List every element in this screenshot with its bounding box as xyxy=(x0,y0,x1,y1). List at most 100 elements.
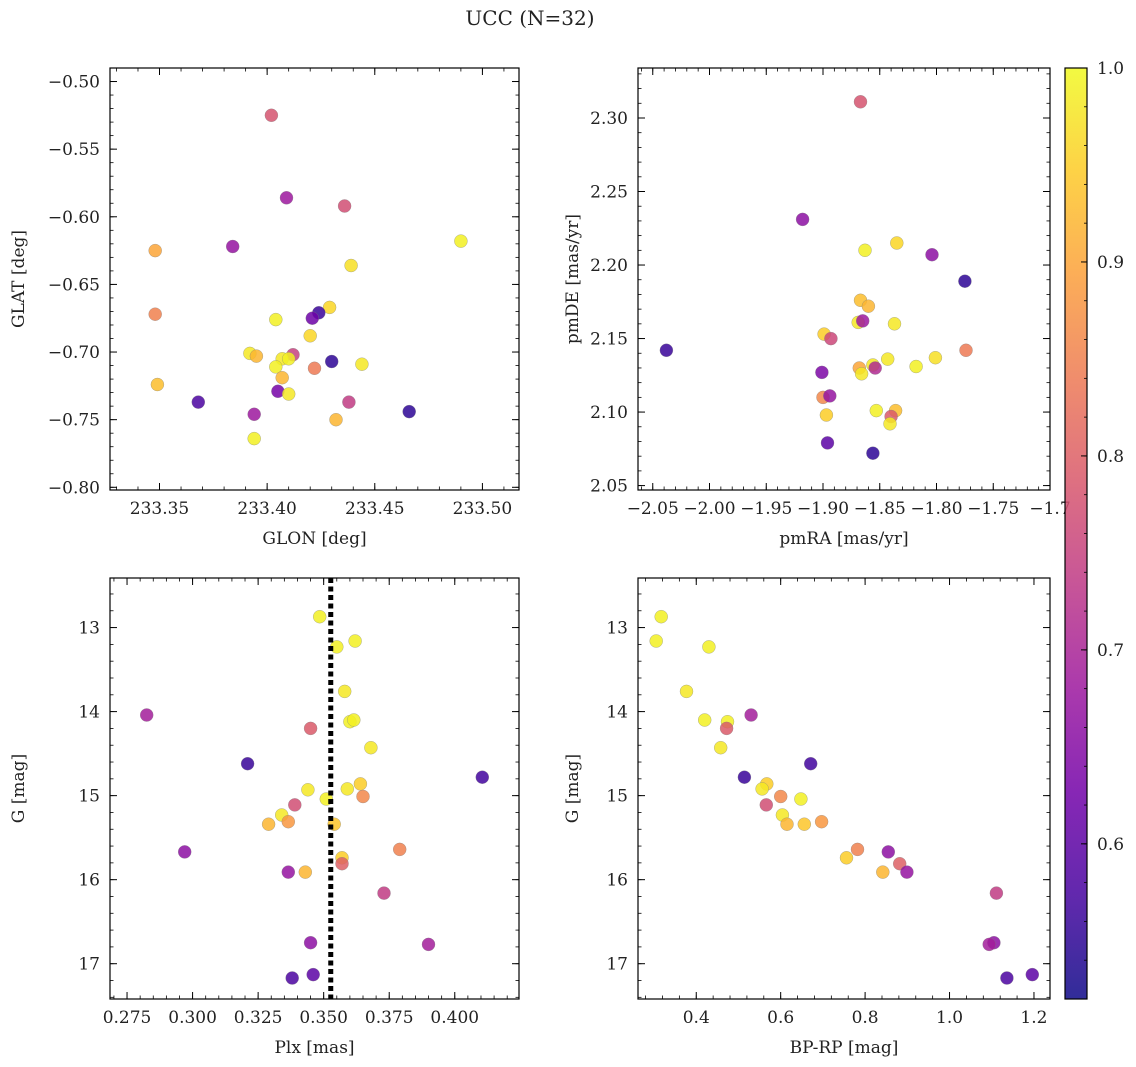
y-tick-label: 17 xyxy=(78,955,100,975)
scatter-point xyxy=(261,817,276,831)
scatter-point xyxy=(337,199,352,213)
scatter-point xyxy=(868,361,882,375)
x-tick-label: 0.275 xyxy=(103,1008,152,1028)
scatter-point xyxy=(861,299,876,313)
scatter-point xyxy=(402,404,416,419)
scatter-point xyxy=(177,845,192,859)
x-tick-label: 0.8 xyxy=(852,1008,879,1028)
scatter-point xyxy=(225,239,240,254)
y-tick-label: 17 xyxy=(606,955,628,975)
scatter-point xyxy=(880,352,895,366)
x-tick-label: 0.4 xyxy=(683,1008,710,1028)
x-axis-label: GLON [deg] xyxy=(262,529,366,549)
x-tick-label: −1.90 xyxy=(797,499,849,519)
scatter-point xyxy=(755,782,769,796)
scatter-point xyxy=(240,756,255,771)
scatter-point xyxy=(377,886,391,900)
scatter-point xyxy=(356,789,370,804)
scatter-point xyxy=(797,817,812,831)
scatter-point xyxy=(303,721,318,736)
scatter-point xyxy=(702,640,716,654)
x-tick-label: 0.300 xyxy=(168,1008,217,1028)
y-tick-label: 2.30 xyxy=(590,109,628,129)
scatter-point xyxy=(281,387,296,401)
x-axis-label: pmRA [mas/yr] xyxy=(779,529,908,549)
scatter-points xyxy=(649,609,1040,985)
scatter-point xyxy=(909,359,923,374)
scatter-point xyxy=(719,721,734,736)
scatter-point xyxy=(795,212,810,227)
y-tick-label: 2.15 xyxy=(590,330,628,350)
y-tick-label: −0.80 xyxy=(48,478,100,498)
scatter-point xyxy=(285,971,299,985)
x-tick-label: 233.50 xyxy=(453,499,512,519)
scatter-point xyxy=(281,352,296,366)
y-axis-label: G [mag] xyxy=(9,754,29,823)
scatter-point xyxy=(421,937,436,952)
scatter-point xyxy=(649,634,663,648)
y-tick-label: −0.70 xyxy=(48,343,100,363)
scatter-point xyxy=(855,314,870,328)
y-tick-label: 2.10 xyxy=(590,403,628,423)
scatter-point xyxy=(454,234,468,248)
scatter-point xyxy=(713,740,728,755)
scatter-point xyxy=(344,258,358,273)
x-tick-label: 233.40 xyxy=(237,499,296,519)
y-tick-label: 16 xyxy=(78,871,100,891)
scatter-panel-4: 0.4 0.6 0.8 1.0 1.2 13 14 15 16 17 BP-RP [mag] G [m… xyxy=(563,577,1051,1058)
scatter-point xyxy=(679,684,694,699)
scatter-point xyxy=(887,317,902,331)
x-tick-label: 233.35 xyxy=(130,499,189,519)
scatter-point xyxy=(869,403,884,418)
scatter-point xyxy=(392,842,407,857)
y-tick-label: 14 xyxy=(606,703,628,723)
scatter-point xyxy=(342,395,356,409)
scatter-point xyxy=(858,243,872,258)
scatter-point xyxy=(324,354,339,369)
scatter-point xyxy=(850,842,865,857)
colorbar-tick-label: 1.0 xyxy=(1097,59,1124,79)
scatter-point xyxy=(925,247,939,262)
scatter-point xyxy=(139,708,154,722)
y-tick-label: −0.55 xyxy=(48,140,100,160)
scatter-point xyxy=(249,349,264,363)
y-tick-label: 15 xyxy=(78,787,100,807)
axes-frame xyxy=(109,67,520,491)
scatter-point xyxy=(866,446,880,460)
y-tick-label: 2.05 xyxy=(590,477,628,497)
y-tick-label: 16 xyxy=(606,871,628,891)
scatter-point xyxy=(306,967,320,982)
figure-title: UCC (N=32) xyxy=(465,6,595,30)
colorbar-gradient xyxy=(1065,68,1087,999)
scatter-point xyxy=(823,389,837,403)
scatter-point xyxy=(853,95,868,109)
scatter-point xyxy=(737,770,752,784)
x-tick-label: 1.2 xyxy=(1020,1008,1047,1028)
scatter-point xyxy=(814,814,829,829)
y-tick-label: 13 xyxy=(78,619,100,639)
colorbar-tick-label: 0.6 xyxy=(1097,835,1124,855)
y-tick-label: −0.50 xyxy=(48,73,100,93)
x-tick-label: 0.400 xyxy=(430,1008,479,1028)
scatter-point xyxy=(475,770,490,784)
scatter-point xyxy=(890,236,904,250)
colorbar-tick-label: 0.8 xyxy=(1097,447,1124,467)
y-tick-label: −0.75 xyxy=(48,411,100,431)
scatter-point xyxy=(340,782,355,796)
y-tick-label: 2.20 xyxy=(590,256,628,276)
scatter-points xyxy=(139,609,490,985)
scatter-point xyxy=(312,609,327,624)
scatter-point xyxy=(269,360,283,374)
y-axis-label: G [mag] xyxy=(563,754,583,823)
scatter-panel-3: 0.275 0.300 0.325 0.350 0.375 0.400 13 14 15 16 17… xyxy=(9,577,520,1058)
scatter-point xyxy=(759,798,774,812)
y-tick-label: −0.65 xyxy=(48,275,100,295)
x-tick-label: 0.325 xyxy=(234,1008,283,1028)
scatter-point xyxy=(247,407,261,422)
scatter-point xyxy=(303,935,318,950)
scatter-point xyxy=(264,108,279,123)
scatter-point xyxy=(347,713,361,727)
scatter-point xyxy=(959,343,973,358)
scatter-point xyxy=(820,436,835,450)
